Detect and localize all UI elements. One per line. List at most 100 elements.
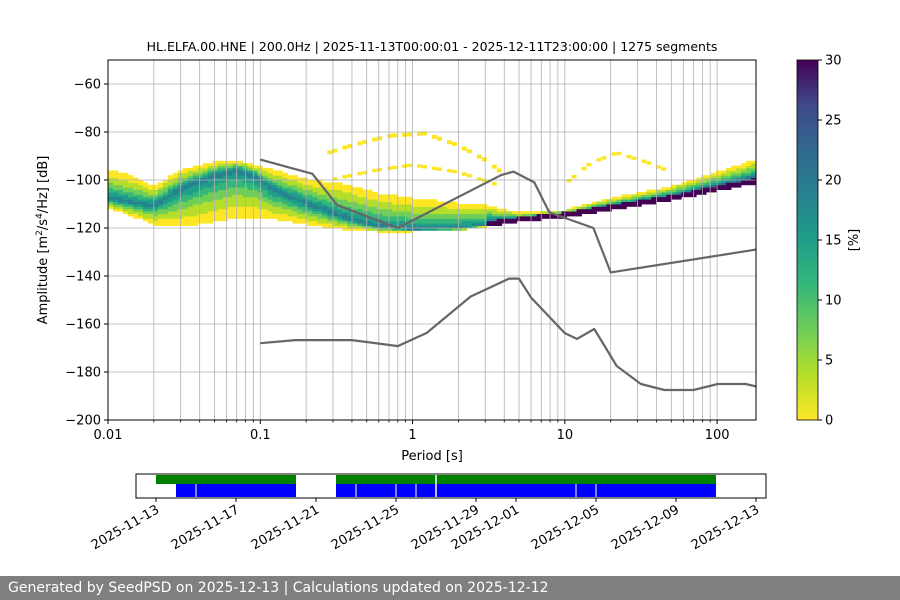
heatmap-cell <box>347 144 353 149</box>
heatmap-cell <box>417 218 423 222</box>
heatmap-cell <box>232 206 238 210</box>
heatmap-cell <box>157 182 164 186</box>
heatmap-cell <box>731 175 737 178</box>
heatmap-cell <box>237 206 243 210</box>
heatmap-cell <box>172 172 179 176</box>
heatmap-cell <box>456 220 463 224</box>
heatmap-cell <box>222 206 229 210</box>
heatmap-cell <box>192 208 199 212</box>
heatmap-cell <box>282 216 288 219</box>
heatmap-cell <box>591 206 597 210</box>
heatmap-cell <box>187 213 194 217</box>
timeline-coverage <box>156 475 716 497</box>
heatmap-cell <box>267 213 273 217</box>
heatmap-cell <box>112 170 119 174</box>
heatmap-cell <box>212 201 219 205</box>
heatmap-cell <box>476 213 483 217</box>
heatmap-cell <box>571 208 577 212</box>
heatmap-cell <box>417 220 423 224</box>
heatmap-cell <box>407 206 413 210</box>
heatmap-cell <box>182 170 189 174</box>
heatmap-cell <box>407 216 413 219</box>
heatmap-cell <box>237 194 243 198</box>
heatmap-cell <box>606 204 612 207</box>
heatmap-cell <box>282 206 288 210</box>
heatmap-cell <box>302 204 308 207</box>
heatmap-cell <box>302 216 308 219</box>
heatmap-cell <box>556 216 562 219</box>
heatmap-cell <box>656 196 662 200</box>
heatmap-cell <box>262 196 268 200</box>
heatmap-cell <box>152 218 159 222</box>
heatmap-cell <box>267 177 273 181</box>
heatmap-cell <box>576 206 582 210</box>
heatmap-cell <box>352 199 358 202</box>
heatmap-cell <box>237 213 243 217</box>
heatmap-cell <box>252 175 258 178</box>
heatmap-cell <box>202 189 209 193</box>
heatmap-cell <box>312 213 318 217</box>
heatmap-cell <box>252 189 258 193</box>
heatmap-cell <box>417 204 423 207</box>
heatmap-cell <box>187 184 194 188</box>
heatmap-cell <box>616 151 622 156</box>
heatmap-cell <box>686 187 692 190</box>
heatmap-cell <box>207 194 214 198</box>
heatmap-cell <box>202 192 209 195</box>
heatmap-cell <box>217 182 224 186</box>
heatmap-cell <box>292 204 298 207</box>
heatmap-cell <box>192 177 199 181</box>
heatmap-cell <box>526 218 533 222</box>
heatmap-cell <box>481 218 488 222</box>
heatmap-cell <box>362 223 368 226</box>
heatmap-cell <box>192 216 199 219</box>
heatmap-cell <box>197 201 204 205</box>
heatmap-cell <box>117 192 124 195</box>
heatmap-cell <box>337 184 343 188</box>
heatmap-cell <box>108 189 114 193</box>
heatmap-cell <box>397 223 403 226</box>
heatmap-cell <box>108 184 114 188</box>
heatmap-cell <box>122 182 129 186</box>
heatmap-cell <box>267 196 273 200</box>
heatmap-cell <box>456 228 463 231</box>
heatmap-cell <box>372 211 378 214</box>
heatmap-cell <box>217 218 224 222</box>
heatmap-cell <box>317 223 323 226</box>
heatmap-cell <box>656 189 662 193</box>
x-axis-label: Period [s] <box>401 449 463 464</box>
heatmap-cell <box>222 182 229 186</box>
heatmap-cell <box>362 199 368 202</box>
heatmap-cell <box>451 141 457 146</box>
heatmap-cell <box>337 225 343 229</box>
heatmap-cell <box>327 225 333 229</box>
heatmap-cell <box>377 194 383 198</box>
heatmap-cell <box>397 220 403 224</box>
heatmap-cell <box>417 131 423 136</box>
heatmap-cell <box>162 220 169 224</box>
heatmap-cell <box>247 180 253 183</box>
heatmap-cell <box>212 163 219 166</box>
heatmap-cell <box>297 206 303 210</box>
heatmap-cell <box>262 199 268 202</box>
heatmap-cell <box>436 213 443 217</box>
heatmap-cell <box>377 167 383 172</box>
heatmap-cell <box>262 170 268 174</box>
heatmap-cell <box>686 194 692 198</box>
heatmap-cell <box>357 189 363 193</box>
heatmap-cell <box>202 165 209 169</box>
heatmap-cell <box>407 132 413 137</box>
heatmap-cell <box>481 225 488 229</box>
heatmap-cell <box>142 201 149 205</box>
heatmap-cell <box>147 213 154 217</box>
heatmap-cell <box>441 223 448 226</box>
heatmap-cell <box>686 192 692 195</box>
heatmap-cell <box>486 218 493 222</box>
heatmap-cell <box>586 208 592 212</box>
heatmap-cell <box>247 177 253 181</box>
heatmap-cell <box>222 216 229 219</box>
heatmap-cell <box>436 228 443 231</box>
heatmap-cell <box>471 208 478 212</box>
heatmap-cell <box>132 216 139 219</box>
heatmap-cell <box>342 201 348 205</box>
